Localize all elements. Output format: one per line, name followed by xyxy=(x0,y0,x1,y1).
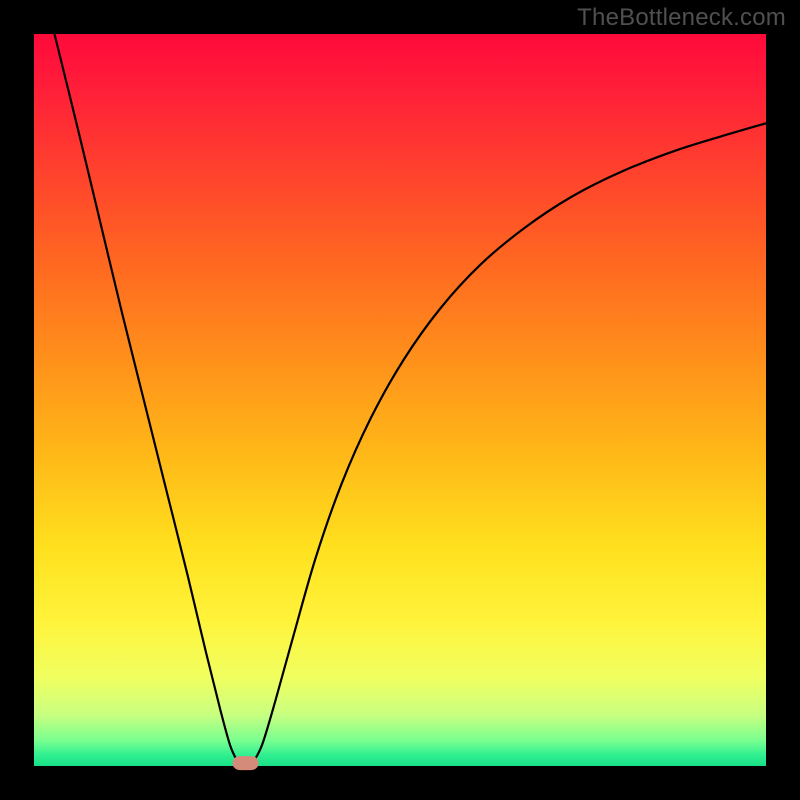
bottleneck-chart xyxy=(0,0,800,800)
chart-frame: TheBottleneck.com xyxy=(0,0,800,800)
